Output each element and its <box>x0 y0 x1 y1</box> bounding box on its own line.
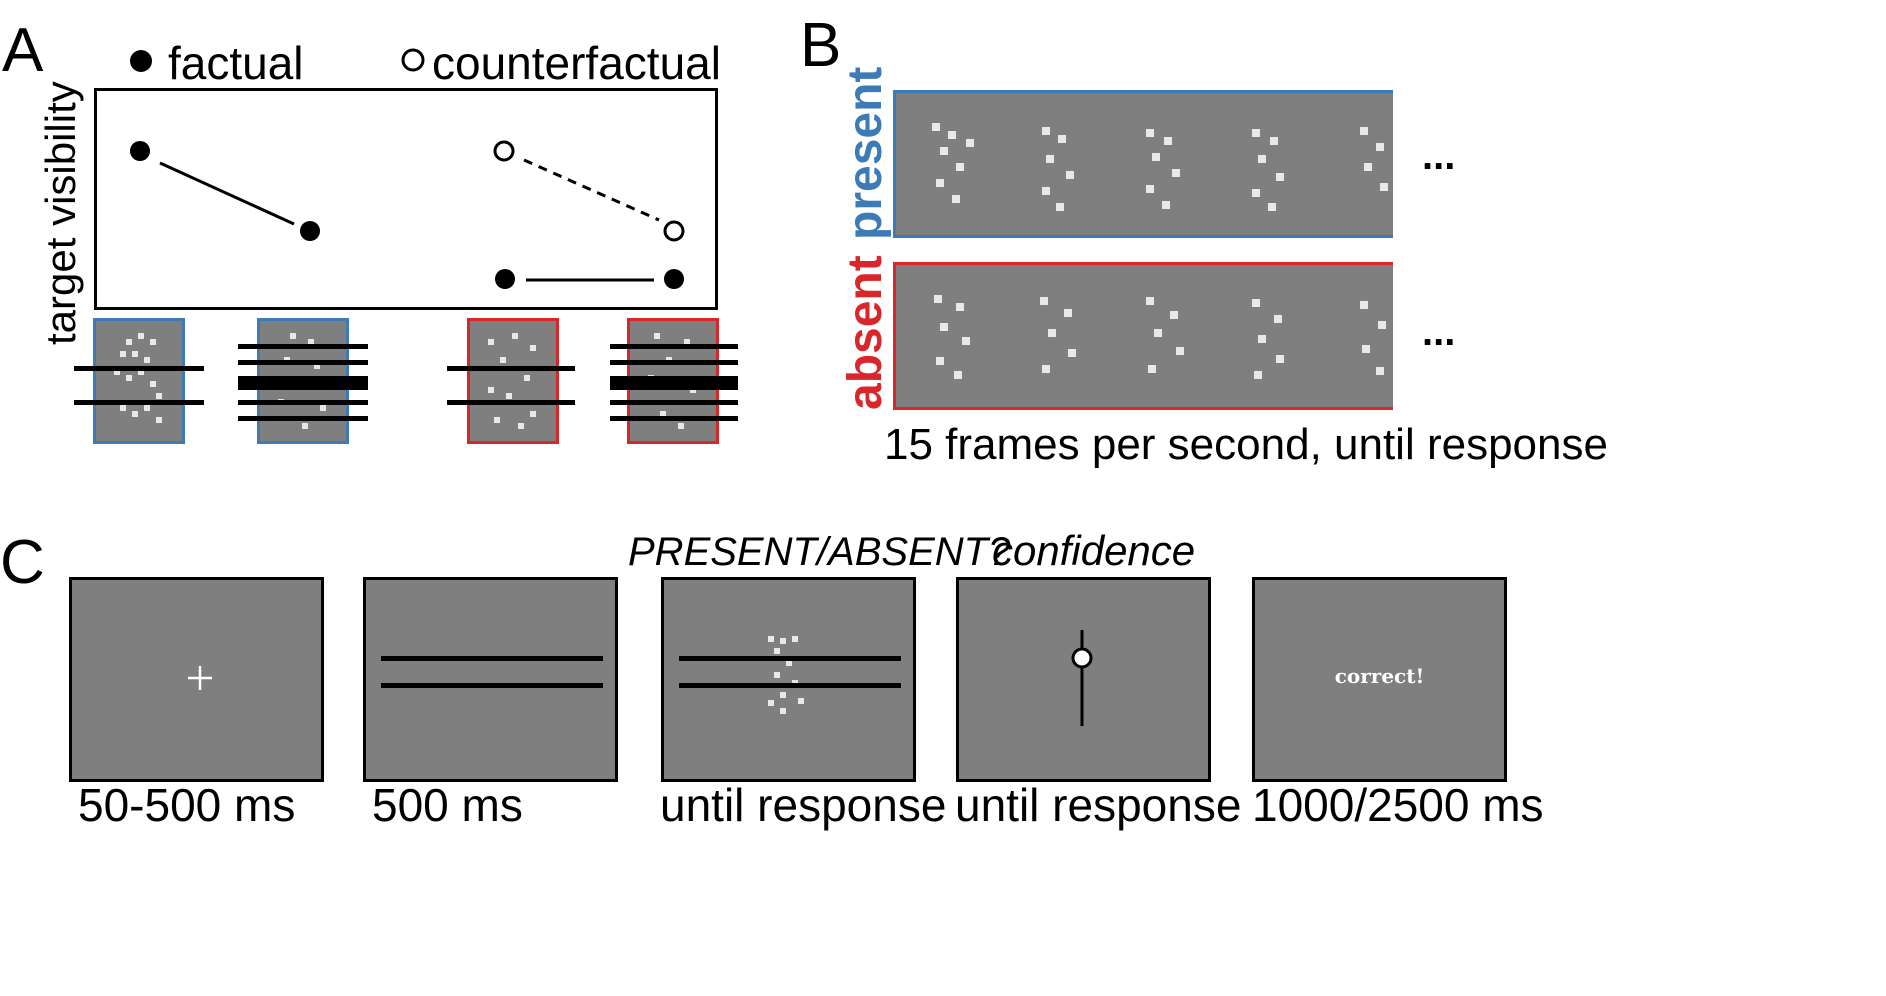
stimulus-a2-line <box>238 376 368 384</box>
factual-absent-left-point <box>495 269 515 289</box>
occluding-line <box>381 656 603 661</box>
panel-b-letter: B <box>800 11 842 80</box>
stimulus-a1-line <box>74 366 204 371</box>
counterfactual-low-point <box>663 220 685 242</box>
stimulus-a2-line <box>238 416 368 421</box>
lines-screen <box>363 577 618 782</box>
legend-factual-marker <box>130 50 152 72</box>
frame-rate-caption: 15 frames per second, until response <box>884 420 1608 469</box>
feedback-screen: correct! <box>1252 577 1507 782</box>
screen-3-duration: until response <box>660 779 947 831</box>
stimulus-a4-line <box>610 416 738 421</box>
stimulus-a2-line <box>238 384 368 390</box>
stimulus-a1-line <box>74 400 204 405</box>
screen-5-duration: 1000/2500 ms <box>1252 779 1544 831</box>
stimulus-a3-line <box>447 400 575 405</box>
present-frame-strip <box>893 90 1393 238</box>
confidence-screen <box>956 577 1211 782</box>
factual-present-low-point <box>300 221 320 241</box>
stimulus-a2-line <box>238 400 368 405</box>
stimulus-present-few-lines <box>93 318 185 444</box>
screen-1-duration: 50-500 ms <box>78 779 296 831</box>
legend-counterfactual-label: counterfactual <box>432 37 721 89</box>
absent-ellipsis: ... <box>1422 310 1456 354</box>
stimulus-a3-line <box>447 366 575 371</box>
panel-a-letter: A <box>2 16 44 85</box>
fixation-screen <box>69 577 324 782</box>
y-axis-label: target visibility <box>37 81 84 345</box>
present-absent-question: PRESENT/ABSENT? <box>628 530 1011 574</box>
stimulus-a2-line <box>238 344 368 349</box>
occluding-line <box>679 683 901 688</box>
confidence-slider-handle <box>1071 647 1093 669</box>
legend-factual-label: factual <box>168 37 304 89</box>
legend-counterfactual-marker <box>401 48 425 72</box>
stimulus-a4-line <box>610 400 738 405</box>
stimulus-a4-line <box>610 360 738 365</box>
feedback-text: correct! <box>1334 664 1425 688</box>
occluding-line <box>679 656 901 661</box>
absent-row-label: absent <box>839 255 892 410</box>
screen-2-duration: 500 ms <box>372 779 523 831</box>
present-row-label: present <box>839 66 892 240</box>
stimulus-absent-few-lines <box>467 318 559 444</box>
stimulus-a2-line <box>238 360 368 365</box>
panel-c-letter: C <box>0 528 45 597</box>
confidence-question: confidence <box>992 527 1196 574</box>
stimulus-a4-line <box>610 344 738 349</box>
stimulus-a4-line <box>610 376 738 384</box>
absent-frame-strip <box>893 262 1393 410</box>
screen-4-duration: until response <box>955 779 1242 831</box>
counterfactual-dashed-line <box>523 158 660 222</box>
visibility-plot <box>94 88 718 310</box>
factual-present-line <box>159 161 295 226</box>
occluding-line <box>381 683 603 688</box>
stimulus-screen <box>661 577 916 782</box>
factual-absent-right-point <box>664 269 684 289</box>
factual-present-high-point <box>130 141 150 161</box>
counterfactual-high-point <box>493 140 515 162</box>
stimulus-a4-line <box>610 384 738 390</box>
present-ellipsis: ... <box>1422 134 1456 178</box>
